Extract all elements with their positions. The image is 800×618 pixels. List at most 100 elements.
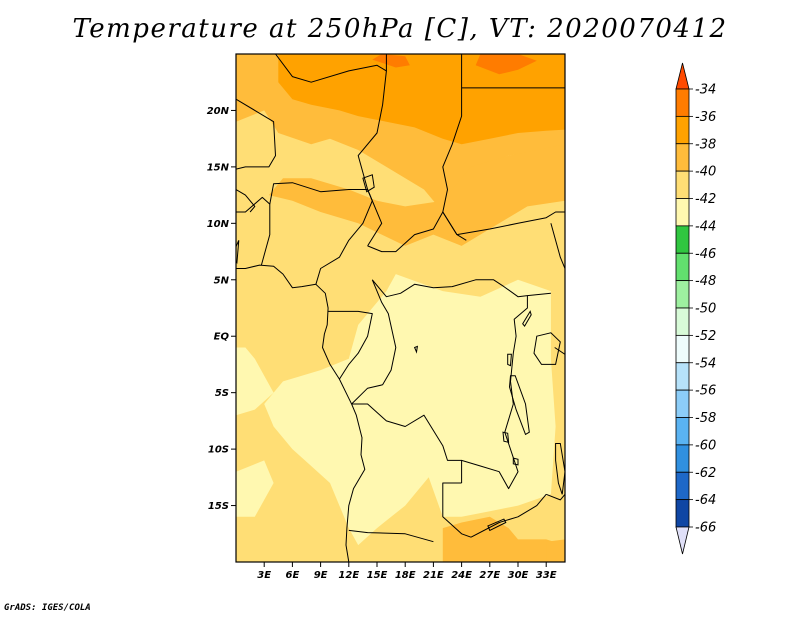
- border-sahara-west: [236, 98, 276, 170]
- colorbar-swatch: [675, 499, 690, 528]
- x-tick-label: 24E: [451, 570, 472, 581]
- y-tick-label: 15N: [207, 162, 230, 173]
- x-tick-label: 27E: [479, 570, 500, 581]
- lake-chad: [362, 174, 375, 193]
- colorbar-label: -34: [695, 83, 716, 98]
- colorbar-label: -44: [695, 219, 716, 234]
- border-angola-namibia: [348, 529, 434, 543]
- colorbar-top-arrow: [675, 62, 690, 90]
- colorbar-swatch: [675, 170, 690, 199]
- y-tick-label: 20N: [207, 106, 230, 117]
- x-tick-label: 12E: [338, 570, 359, 581]
- colorbar-label: -42: [695, 192, 716, 207]
- border-sudan-ss: [456, 211, 565, 236]
- colorbar-label: -38: [695, 137, 716, 152]
- x-tick-label: 15E: [367, 570, 388, 581]
- temperature-region-6: [278, 54, 565, 145]
- lake-kivu: [507, 353, 512, 367]
- y-tick-label: 10N: [207, 219, 230, 230]
- grads-credit: GrADS: IGES/COLA: [4, 603, 91, 613]
- border-ethiopia: [550, 223, 565, 269]
- colorbar-label: -56: [695, 384, 716, 399]
- border-gabon: [328, 310, 373, 380]
- x-tick-label: 3E: [257, 570, 271, 581]
- colorbar-label: -54: [695, 356, 716, 371]
- border-burkina: [236, 189, 256, 213]
- coast-west-africa: [236, 264, 366, 562]
- y-axis: 20N 15N 10N 5N EQ 5S 10S 15S: [207, 106, 236, 512]
- lake-kariba: [487, 518, 507, 532]
- temperature-region-5: [268, 144, 565, 246]
- lake-mweru: [502, 431, 510, 443]
- temperature-region-3: [236, 460, 274, 517]
- x-axis: 3E 6E 9E 12E 15E 18E 21E 24E 27E 30E 33E: [257, 562, 557, 581]
- border-nigeria-niger: [269, 182, 368, 205]
- colorbar-label: -36: [695, 110, 716, 125]
- temperature-region-10: [546, 539, 565, 562]
- lake-victoria: [533, 332, 561, 365]
- colorbar-swatch: [675, 389, 690, 418]
- lake-volta: [236, 240, 240, 264]
- colorbar-swatch: [675, 471, 690, 501]
- colorbar-swatch: [675, 143, 690, 172]
- temperature-shading: [236, 54, 565, 562]
- x-tick-label: 30E: [508, 570, 529, 581]
- colorbar-swatch: [675, 115, 690, 145]
- lake-malawi: [555, 443, 565, 495]
- y-tick-label: 5N: [214, 275, 230, 286]
- border-zambia-drc: [461, 432, 519, 490]
- colorbar-swatch: [675, 362, 690, 391]
- lake-congo-pool: [413, 345, 419, 354]
- colorbar-bottom-arrow: [675, 526, 690, 555]
- colorbar-label: -66: [695, 521, 716, 536]
- border-car-north: [367, 211, 458, 253]
- x-tick-label: 18E: [395, 570, 416, 581]
- temperature-region-2: [236, 347, 274, 416]
- colorbar-swatch: [675, 88, 690, 117]
- y-tick-label: EQ: [214, 332, 230, 343]
- colorbar-swatch: [675, 198, 690, 227]
- border-congo-drc: [351, 279, 397, 405]
- lake-tanganyika: [508, 375, 530, 436]
- x-tick-label: 6E: [286, 570, 300, 581]
- colorbar-swatch: [675, 307, 690, 336]
- colorbar-label: -52: [695, 329, 716, 344]
- colorbar-swatch: [675, 280, 690, 309]
- temperature-region-1: [264, 274, 556, 546]
- border-tanzania-kenya: [554, 347, 565, 355]
- border-angola-zambia: [442, 482, 472, 538]
- colorbar: -34 -36 -38 -40 -42 -44 -46 -48 -50 -52 -54 -56 -58 -…: [675, 62, 716, 555]
- colorbar-label: -62: [695, 466, 716, 481]
- border-cameroon-nigeria: [315, 189, 373, 285]
- colorbar-label: -58: [695, 411, 716, 426]
- y-tick-label: 10S: [208, 445, 229, 456]
- colorbar-swatch: [675, 334, 690, 364]
- temperature-region-8: [475, 54, 537, 75]
- colorbar-label: -46: [695, 247, 716, 262]
- border-zambia-south: [470, 493, 547, 538]
- border-car-south: [371, 279, 528, 298]
- country-borders: [236, 54, 565, 562]
- lake-albert: [522, 310, 532, 327]
- border-drc-angola: [351, 403, 463, 483]
- y-tick-label: 5S: [215, 388, 229, 399]
- map-title: Temperature at 250hPa [C], VT: 202007041…: [72, 14, 728, 44]
- x-tick-label: 21E: [423, 570, 444, 581]
- x-tick-label: 33E: [536, 570, 557, 581]
- y-tick-label: 15S: [208, 501, 229, 512]
- colorbar-label: -64: [695, 493, 716, 508]
- border-mozambique-malawi: [546, 493, 565, 501]
- colorbar-label: -50: [695, 302, 716, 317]
- x-tick-label: 9E: [314, 570, 328, 581]
- colorbar-swatch: [675, 225, 690, 254]
- colorbar-label: -48: [695, 274, 716, 289]
- colorbar-swatch: [675, 417, 690, 446]
- temperature-region-9: [442, 516, 565, 562]
- colorbar-label: -40: [695, 165, 716, 180]
- colorbar-swatch: [675, 444, 690, 473]
- colorbar-swatch: [675, 252, 690, 282]
- colorbar-label: -60: [695, 438, 716, 453]
- lake-bangweulu: [512, 457, 519, 466]
- plot-frame: [235, 53, 566, 563]
